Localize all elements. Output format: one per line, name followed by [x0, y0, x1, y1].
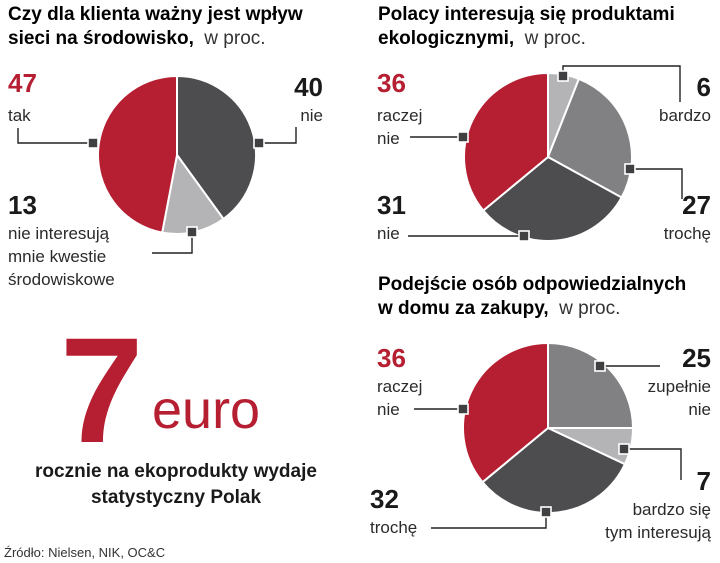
- pie2-marker-raczej-nie: [457, 131, 469, 143]
- chart2-title-line2: ekologicznymi,: [378, 28, 514, 49]
- pie1-value-tak: 47: [8, 68, 37, 98]
- pie3-slice-raczej-nie: [462, 341, 549, 484]
- chart2-unit: w proc.: [524, 28, 586, 49]
- pie2-value-nie: 31: [377, 190, 406, 220]
- chart1-title-line1: Czy dla klienta ważny jest wpływ: [8, 4, 303, 25]
- pie2-value-raczej-nie: 36: [377, 68, 406, 98]
- pie3-marker-zupełnie-nie: [594, 360, 606, 372]
- pie1-marker-nie: [253, 137, 265, 149]
- pie3-label-zupełnie-nie: nie: [688, 400, 711, 419]
- pie3-label-raczej-nie: nie: [377, 400, 400, 419]
- pie1-label-tak: tak: [8, 106, 31, 125]
- pie3-label-trochę: trochę: [370, 518, 417, 537]
- highlight-number: 7: [60, 306, 143, 474]
- chart3-unit: w proc.: [558, 298, 620, 319]
- pie3-marker-trochę: [540, 506, 552, 518]
- pie1-slice-tak: [97, 74, 178, 234]
- pie1-marker-tak: [87, 137, 99, 149]
- pie1-label-nie-interesują-mnie-kwestie-środowiskowe: nie interesują: [8, 224, 110, 243]
- source-note: Źródło: Nielsen, NIK, OC&C: [4, 545, 165, 560]
- pie2-marker-trochę: [624, 163, 636, 175]
- chart2-title-line1: Polacy interesują się produktami: [378, 4, 675, 25]
- pie2-slice-raczej-nie: [463, 71, 549, 212]
- pie-chart-client-environment: 40 nie 13 nie interesują mnie kwestie środowi…: [8, 68, 323, 289]
- chart1-title-line2-group: sieci na środowisko, w proc.: [8, 28, 266, 49]
- pie2-value-trochę: 27: [682, 190, 711, 220]
- pie3-label-raczej-nie: raczej: [377, 377, 422, 396]
- pie1-leader-nie: [259, 127, 297, 144]
- pie1-label-nie-interesują-mnie-kwestie-środowiskowe: mnie kwestie: [8, 247, 106, 266]
- pie1-marker-nie-interesują-mnie-kwestie-środowiskowe: [186, 226, 198, 238]
- highlight-caption-line1: rocznie na ekoprodukty wydaje: [35, 461, 317, 482]
- pie2-label-bardzo: bardzo: [659, 106, 711, 125]
- chart1-unit: w proc.: [203, 28, 265, 49]
- pie-chart-eco-products-interest: 6 bardzo 27 trochę 31 nie 36 raczej nie: [377, 65, 711, 243]
- pie3-slice-zupełnie-nie: [547, 341, 635, 429]
- pie3-leader-bardzo-się-tym-interesują: [624, 448, 682, 480]
- pie2-label-raczej-nie: raczej: [377, 106, 422, 125]
- pie3-marker-raczej-nie: [457, 403, 469, 415]
- chart3-title-line1: Podejście osób odpowiedzialnych: [378, 274, 686, 295]
- pie3-label-bardzo-się-tym-interesują: tym interesują: [605, 523, 711, 542]
- pie-chart-shopping-approach: 25 zupełnie nie 7 bardzo się tym interesują 32…: [370, 341, 712, 542]
- pie2-leader-trochę: [630, 168, 683, 199]
- pie3-value-raczej-nie: 36: [377, 343, 406, 373]
- pie1-leader-tak: [17, 128, 93, 144]
- pie2-marker-nie: [518, 230, 530, 242]
- pie2-value-bardzo: 6: [697, 72, 711, 102]
- pie2-slice-nie: [481, 155, 623, 242]
- pie2-marker-bardzo: [557, 70, 569, 82]
- pie3-leader-trochę: [431, 512, 547, 529]
- chart1-title-line2: sieci na środowisko,: [8, 28, 194, 49]
- pie3-marker-bardzo-się-tym-interesują: [618, 443, 630, 455]
- chart3-title-line2-group: w domu za zakupy, w proc.: [377, 298, 620, 319]
- pie3-value-trochę: 32: [370, 484, 399, 514]
- pie3-value-bardzo-się-tym-interesują: 7: [697, 466, 711, 496]
- pie3-value-zupełnie-nie: 25: [682, 343, 711, 373]
- pie1-label-nie-interesują-mnie-kwestie-środowiskowe: środowiskowe: [8, 270, 115, 289]
- pie2-label-trochę: trochę: [664, 224, 711, 243]
- pie1-value-nie-interesują-mnie-kwestie-środowiskowe: 13: [8, 190, 37, 220]
- pie1-slice-nie: [176, 74, 257, 221]
- chart2-title-line2-group: ekologicznymi, w proc.: [378, 28, 586, 49]
- highlight-caption-line2: statystyczny Polak: [91, 487, 261, 508]
- pie1-leader-nie-interesują-mnie-kwestie-środowiskowe: [152, 232, 193, 254]
- pie2-label-nie: nie: [377, 224, 400, 243]
- highlight-unit: euro: [152, 380, 260, 440]
- pie3-label-zupełnie-nie: zupełnie: [648, 377, 711, 396]
- chart3-title-line2: w domu za zakupy,: [377, 298, 549, 319]
- pie2-label-raczej-nie: nie: [377, 129, 400, 148]
- pie1-label-nie: nie: [300, 106, 323, 125]
- pie3-slice-trochę: [481, 426, 627, 514]
- pie1-value-nie: 40: [294, 72, 323, 102]
- pie3-label-bardzo-się-tym-interesują: bardzo się: [633, 500, 711, 519]
